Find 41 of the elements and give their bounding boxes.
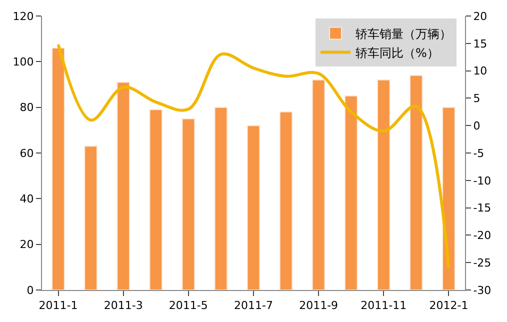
bar [410,74,423,290]
bar [116,82,130,290]
bar [279,111,293,290]
x-tick-label: 2012-1 [429,299,468,312]
bar [442,106,456,290]
y-tick-label: 0 [26,284,34,297]
bar [214,106,228,290]
y-tick-label: 100 [12,56,34,69]
y-tick-label: 80 [20,101,34,114]
y2-tick-label: 10 [473,64,488,78]
y2-tick-label: 15 [473,37,488,50]
bar [312,79,326,290]
y2-tick-label: 0 [473,119,480,132]
y-tick-label: 20 [20,238,34,252]
x-tick-label: 2011-11 [360,299,407,312]
y2-tick-label: 5 [473,92,480,106]
y2-tick-label: -15 [473,202,492,215]
y2-tick-label: -5 [473,146,484,160]
x-tick-label: 2011-1 [38,299,78,312]
y2-tick-label: -10 [473,174,492,188]
bar [344,95,358,290]
bar [84,146,98,290]
bar [246,125,260,290]
y2-tick-label: -20 [473,229,492,242]
y-tick-label: 120 [12,10,34,23]
legend-label: 轿车销量（万辆） [356,26,452,41]
y2-tick-label: -30 [473,284,492,297]
bar [149,109,163,290]
line-series [56,43,450,270]
y2-tick-label: -25 [473,256,492,270]
legend-label: 轿车同比（%） [356,46,439,60]
x-tick-label: 2011-7 [234,299,273,312]
bar [376,79,390,290]
x-tick-label: 2011-5 [168,299,208,312]
bar [182,118,196,290]
x-tick-label: 2011-3 [104,299,143,312]
y-tick-label: 40 [20,192,34,206]
y-tick-label: 60 [20,146,34,160]
x-tick-label: 2011-9 [299,299,338,312]
y2-tick-label: 20 [473,10,488,23]
bar [52,47,65,290]
